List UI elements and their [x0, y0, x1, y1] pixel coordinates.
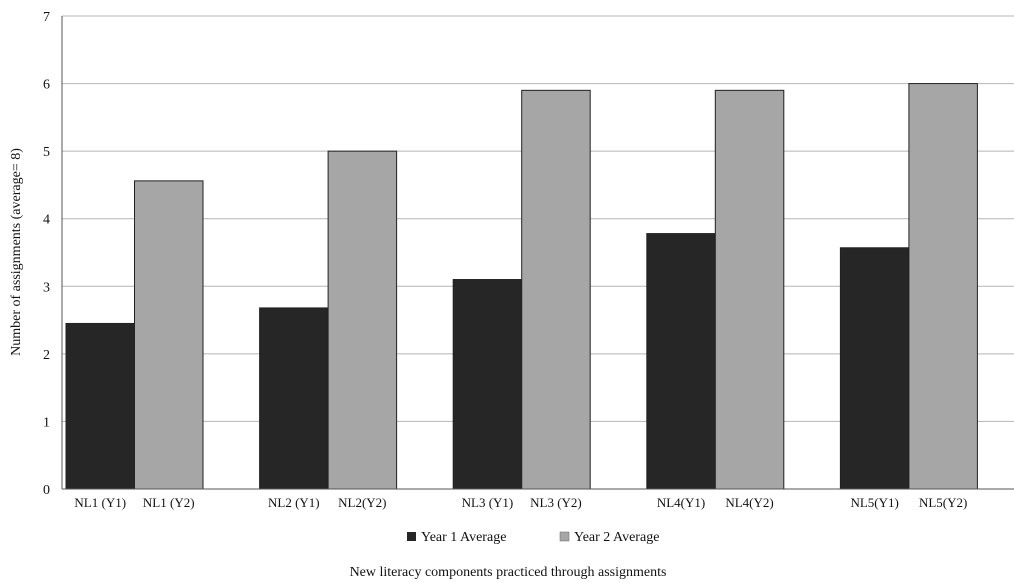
bar-nl3-series2: [521, 89, 591, 490]
x-tick-label: NL5(Y1): [850, 495, 898, 510]
legend-swatch-year2: [559, 531, 570, 542]
bar-nl5-series2: [908, 83, 978, 490]
bar-nl4-series2: [714, 89, 785, 490]
x-tick-label: NL4(Y1): [657, 495, 705, 510]
x-tick-label: NL1 (Y2): [143, 495, 195, 510]
x-tick-label: NL1 (Y1): [74, 495, 126, 510]
x-tick-label: NL3 (Y2): [530, 495, 582, 510]
legend-swatch-year1: [407, 532, 416, 541]
x-tick-label: NL5(Y2): [919, 495, 967, 510]
x-axis-ticks: NL1 (Y1) NL1 (Y2) NL2 (Y1) NL2(Y2) NL3 (Y1) N…: [74, 495, 967, 510]
bar-nl1-series1: [65, 322, 135, 490]
y-axis-title: Number of assignments (average= 8): [9, 148, 24, 356]
y-tick-label: 1: [43, 415, 50, 430]
y-tick-label: 0: [43, 483, 50, 498]
x-tick-label: NL4(Y2): [725, 495, 773, 510]
bar-nl2-series1: [259, 307, 329, 490]
bar-nl4-series1: [646, 233, 716, 490]
axes: [61, 16, 1014, 490]
y-tick-label: 2: [43, 348, 50, 363]
legend-label-year2: Year 2 Average: [574, 530, 659, 545]
y-tick-label: 3: [43, 280, 50, 295]
y-axis-ticks: 0 1 2 3 4 5 6 7: [43, 10, 50, 498]
y-tick-label: 5: [43, 145, 50, 160]
legend: Year 1 Average Year 2 Average: [407, 530, 659, 545]
x-tick-label: NL2(Y2): [338, 495, 386, 510]
bar-nl3-series1: [452, 279, 523, 490]
bar-nl2-series2: [327, 150, 398, 490]
y-tick-label: 7: [43, 10, 50, 25]
y-tick-label: 6: [43, 78, 50, 93]
bar-nl1-series2: [134, 180, 204, 490]
x-tick-label: NL3 (Y1): [462, 495, 514, 510]
legend-label-year1: Year 1 Average: [421, 530, 506, 545]
x-tick-label: NL2 (Y1): [268, 495, 320, 510]
bar-nl5-series1: [839, 247, 910, 490]
x-axis-title: New literacy components practiced throug…: [350, 565, 667, 580]
bars: [65, 83, 978, 490]
y-tick-label: 4: [43, 213, 50, 228]
